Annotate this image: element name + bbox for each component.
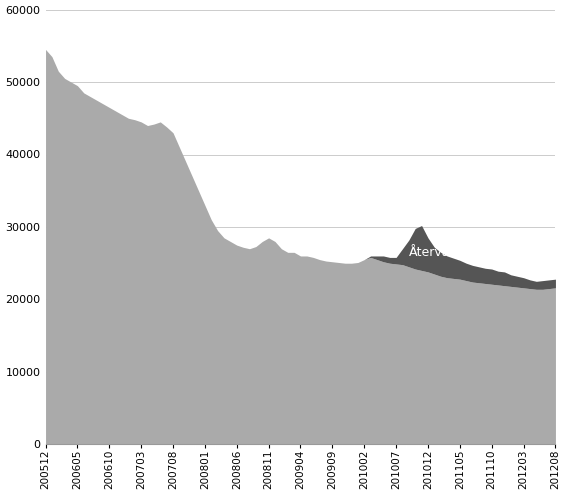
Text: Återvändare: Återvändare — [409, 246, 487, 259]
